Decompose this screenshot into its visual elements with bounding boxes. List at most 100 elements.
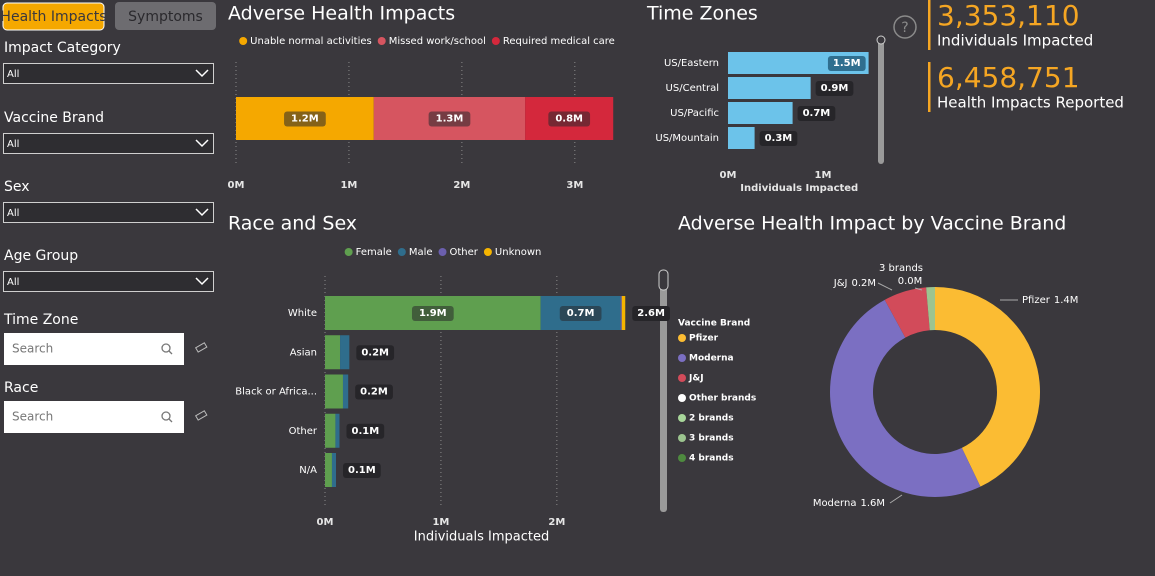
chart-title: Time Zones xyxy=(646,3,758,25)
data-label: 1.5M xyxy=(833,58,861,69)
dropdown[interactable] xyxy=(3,133,214,154)
data-label: 1.2M xyxy=(291,114,319,125)
filter-label: Race xyxy=(4,380,38,396)
y-tick-label: US/Eastern xyxy=(664,58,719,69)
x-tick-label: 1M xyxy=(340,180,357,191)
chart-title: Race and Sex xyxy=(228,213,357,235)
donut-slice xyxy=(884,287,930,338)
tab-label[interactable]: Health Impacts xyxy=(0,9,106,25)
tab-label[interactable]: Symptoms xyxy=(128,9,203,25)
legend-label: Other xyxy=(450,247,479,258)
y-tick-label: N/A xyxy=(299,465,317,476)
data-label: Moderna 1.6M xyxy=(813,498,885,509)
legend-label: 2 brands xyxy=(689,414,734,424)
bar-segment xyxy=(342,374,349,409)
legend-swatch xyxy=(678,394,686,402)
legend-swatch xyxy=(397,248,406,256)
dropdown-chevron xyxy=(195,69,209,78)
legend-swatch xyxy=(678,354,686,362)
legend-label: Male xyxy=(409,247,433,258)
search-icon xyxy=(168,418,173,423)
y-tick-label: White xyxy=(288,308,317,319)
bar-segment xyxy=(335,413,340,448)
help-circle[interactable] xyxy=(893,15,917,39)
data-label-bg xyxy=(411,306,454,321)
legend-swatch xyxy=(678,374,686,382)
legend-swatch xyxy=(377,37,386,45)
search-box[interactable] xyxy=(4,333,184,365)
legend-label: Pfizer xyxy=(689,334,719,344)
x-tick-label: 0M xyxy=(228,180,245,191)
data-label-name: Moderna xyxy=(813,498,857,509)
x-tick-label: 2M xyxy=(548,517,565,528)
data-label: 1.9M xyxy=(419,308,447,319)
total-label: 0.1M xyxy=(351,426,379,437)
search-placeholder[interactable]: Search xyxy=(12,342,53,356)
dropdown-value[interactable]: All xyxy=(7,139,19,150)
dropdown-value[interactable]: All xyxy=(7,208,19,219)
search-box[interactable] xyxy=(4,401,184,433)
chart-title: Adverse Health Impact by Vaccine Brand xyxy=(678,213,1066,235)
scroll-thumb[interactable] xyxy=(876,35,886,45)
legend-label: Required medical care xyxy=(503,36,615,47)
legend-swatch xyxy=(344,248,353,256)
tab[interactable] xyxy=(115,2,216,30)
bar-segment xyxy=(325,374,343,409)
bar xyxy=(728,77,811,99)
scrollbar[interactable] xyxy=(878,38,884,164)
leader-line xyxy=(889,494,903,504)
bar-segment xyxy=(340,335,350,370)
eraser-icon[interactable] xyxy=(194,342,208,353)
dropdown-value[interactable]: All xyxy=(7,277,19,288)
total-label: 2.6M xyxy=(637,308,665,319)
legend-swatch xyxy=(678,334,686,342)
filter-label: Impact Category xyxy=(4,40,121,56)
kpi-accent xyxy=(928,0,931,50)
dropdown[interactable] xyxy=(3,63,214,84)
bar-segment xyxy=(331,453,337,487)
search-placeholder[interactable]: Search xyxy=(12,410,53,424)
leader-line xyxy=(914,287,923,291)
scrollbar[interactable] xyxy=(660,270,667,512)
help-icon[interactable]: ? xyxy=(901,20,908,36)
tab-active[interactable] xyxy=(2,2,105,31)
total-label: 0.1M xyxy=(348,465,376,476)
data-label-bg xyxy=(632,306,670,321)
legend-label: J&J xyxy=(688,374,704,384)
data-label-bg xyxy=(797,106,836,121)
dropdown-chevron xyxy=(195,208,209,217)
legend-label: Unknown xyxy=(495,247,541,258)
kpi-value: 6,458,751 xyxy=(937,61,1080,94)
dropdown-value[interactable]: All xyxy=(7,69,19,80)
legend-title: Vaccine Brand xyxy=(678,319,750,329)
kpi-accent xyxy=(928,62,931,112)
dropdown[interactable] xyxy=(3,271,214,292)
data-label-bg xyxy=(759,131,798,146)
filter-label: Time Zone xyxy=(3,312,78,328)
total-label: 0.2M xyxy=(360,387,388,398)
data-label-bg xyxy=(355,384,393,400)
y-tick-label: Other xyxy=(289,426,318,437)
bar xyxy=(728,102,793,124)
data-label-value: 1.4M xyxy=(1054,295,1079,306)
bar-segment xyxy=(325,453,332,487)
dropdown-chevron xyxy=(195,277,209,286)
y-tick-label: US/Mountain xyxy=(655,133,719,144)
eraser-icon[interactable] xyxy=(194,410,208,421)
legend-swatch xyxy=(678,414,686,422)
filter-label: Vaccine Brand xyxy=(4,110,104,126)
filter-label: Sex xyxy=(4,179,30,195)
data-label-bg xyxy=(559,306,602,321)
x-axis-label: Individuals Impacted xyxy=(414,530,549,545)
legend-label: 4 brands xyxy=(689,454,734,464)
x-tick-label: 1M xyxy=(432,517,449,528)
scroll-thumb[interactable] xyxy=(658,269,669,291)
x-tick-label: 3M xyxy=(566,180,583,191)
data-label: 1.3M xyxy=(436,114,464,125)
data-label-bg xyxy=(343,463,381,478)
dropdown[interactable] xyxy=(3,202,214,223)
legend-swatch xyxy=(491,37,500,45)
chart-title: Adverse Health Impacts xyxy=(228,3,455,25)
x-tick-label: 2M xyxy=(453,180,470,191)
